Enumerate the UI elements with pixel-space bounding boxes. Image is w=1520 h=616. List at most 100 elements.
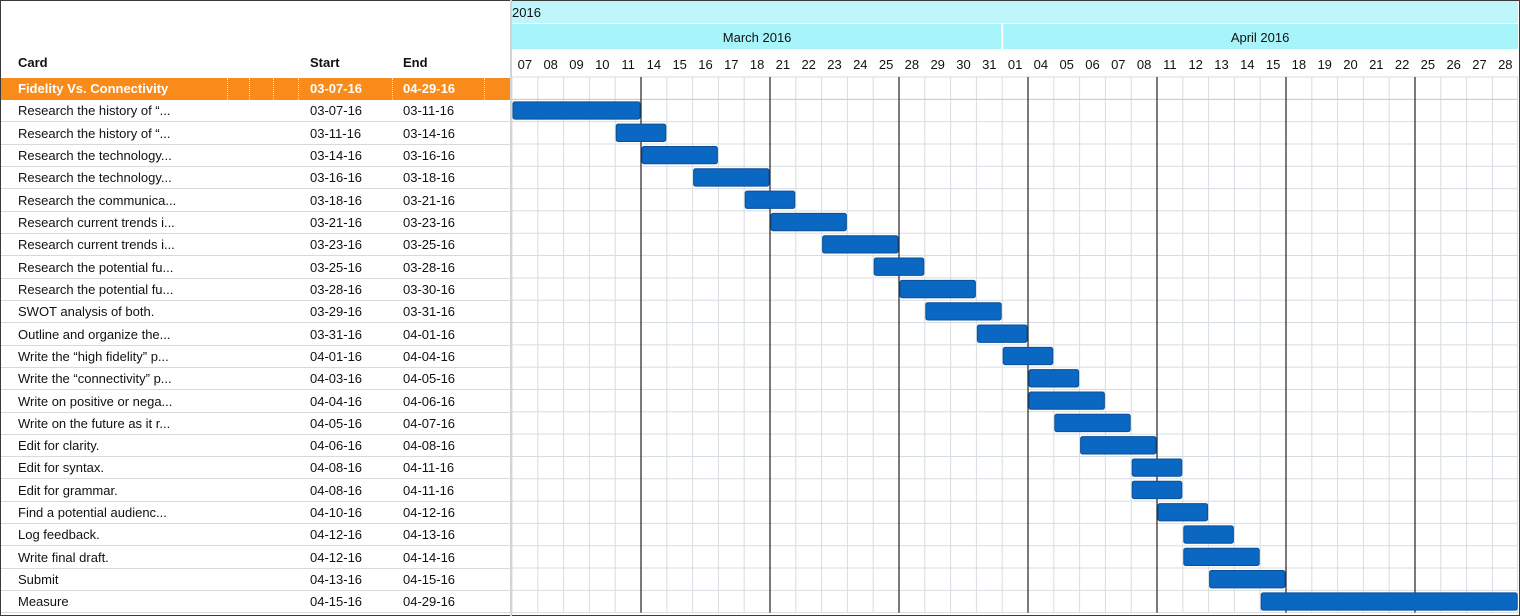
task-bar[interactable] bbox=[693, 168, 770, 187]
task-row[interactable]: Log feedback. 04-12-16 04-13-16 bbox=[1, 524, 510, 547]
task-row[interactable]: Submit 04-13-16 04-15-16 bbox=[1, 569, 510, 591]
day-label[interactable]: 18 bbox=[750, 57, 764, 72]
task-bar[interactable] bbox=[1131, 458, 1183, 477]
day-label[interactable]: 15 bbox=[672, 57, 686, 72]
task-row[interactable]: Edit for grammar. 04-08-16 04-11-16 bbox=[1, 480, 510, 502]
task-bar[interactable] bbox=[1183, 525, 1234, 544]
day-label[interactable]: 04 bbox=[1034, 57, 1048, 72]
month-label[interactable]: March 2016 bbox=[723, 30, 792, 45]
task-row[interactable]: Edit for syntax. 04-08-16 04-11-16 bbox=[1, 457, 510, 480]
task-bar[interactable] bbox=[1002, 346, 1054, 366]
day-label[interactable]: 16 bbox=[698, 57, 712, 72]
day-label[interactable]: 19 bbox=[1317, 57, 1331, 72]
task-row[interactable]: Research the communica... 03-18-16 03-21-1… bbox=[1, 190, 510, 212]
task-row[interactable]: Write final draft. 04-12-16 04-14-16 bbox=[1, 547, 510, 569]
day-label[interactable]: 26 bbox=[1446, 57, 1460, 72]
task-bar[interactable] bbox=[873, 257, 925, 276]
panel-divider[interactable] bbox=[510, 0, 512, 616]
task-row[interactable]: Research the potential fu... 03-25-16 03-2… bbox=[1, 257, 510, 279]
task-bar[interactable] bbox=[1131, 480, 1183, 500]
day-label[interactable]: 29 bbox=[930, 57, 944, 72]
day-label[interactable]: 20 bbox=[1343, 57, 1357, 72]
task-bar[interactable] bbox=[1209, 570, 1286, 589]
month-label[interactable]: April 2016 bbox=[1231, 30, 1290, 45]
day-label[interactable]: 07 bbox=[1111, 57, 1125, 72]
task-bar[interactable] bbox=[744, 190, 796, 209]
day-label[interactable]: 10 bbox=[595, 57, 609, 72]
task-bar[interactable] bbox=[641, 145, 718, 165]
task-bar[interactable] bbox=[1157, 503, 1209, 522]
day-label[interactable]: 14 bbox=[1240, 57, 1254, 72]
day-label[interactable]: 22 bbox=[801, 57, 815, 72]
day-label[interactable]: 28 bbox=[905, 57, 919, 72]
day-label[interactable]: 05 bbox=[1059, 57, 1073, 72]
day-label[interactable]: 11 bbox=[1163, 57, 1177, 72]
day-label[interactable]: 24 bbox=[853, 57, 867, 72]
task-name: Research current trends i... bbox=[18, 214, 175, 230]
task-name: Research the communica... bbox=[18, 192, 177, 208]
task-end: 04-04-16 bbox=[403, 348, 456, 364]
day-label[interactable]: 12 bbox=[1188, 57, 1202, 72]
task-bar[interactable] bbox=[1028, 369, 1080, 388]
task-bar[interactable] bbox=[615, 123, 667, 142]
task-bar[interactable] bbox=[822, 235, 899, 254]
day-label[interactable]: 21 bbox=[776, 57, 790, 72]
task-end: 03-31-16 bbox=[403, 304, 456, 320]
task-row[interactable]: Research the technology... 03-14-16 03-16-… bbox=[1, 145, 510, 167]
task-bar[interactable] bbox=[1028, 391, 1105, 410]
task-row[interactable]: Research current trends i... 03-21-16 03-2… bbox=[1, 212, 510, 234]
day-label[interactable]: 06 bbox=[1085, 57, 1099, 72]
day-label[interactable]: 01 bbox=[1008, 57, 1022, 72]
day-label[interactable]: 14 bbox=[647, 57, 661, 72]
task-bar[interactable] bbox=[1183, 547, 1260, 567]
day-label[interactable]: 21 bbox=[1369, 57, 1383, 72]
task-row[interactable]: Research the potential fu... 03-28-16 03-3… bbox=[1, 279, 510, 301]
task-row[interactable]: Research the technology... 03-16-16 03-18-… bbox=[1, 167, 510, 190]
day-label[interactable]: 11 bbox=[621, 57, 635, 72]
day-label[interactable]: 07 bbox=[518, 57, 532, 72]
task-row[interactable]: Write the “connectivity” p... 04-03-16 04-… bbox=[1, 368, 510, 391]
task-start: 03-29-16 bbox=[310, 304, 363, 320]
task-bar[interactable] bbox=[1054, 413, 1131, 433]
task-bar[interactable] bbox=[512, 101, 641, 120]
header-end[interactable]: End bbox=[403, 55, 428, 70]
task-bar[interactable] bbox=[770, 212, 847, 232]
task-bar[interactable] bbox=[1080, 436, 1157, 455]
task-row[interactable]: Edit for clarity. 04-06-16 04-08-16 bbox=[1, 435, 510, 458]
task-row[interactable]: SWOT analysis of both. 03-29-16 03-31-16 bbox=[1, 301, 510, 324]
task-row[interactable]: Write on positive or nega... 04-04-16 04-0… bbox=[1, 391, 510, 413]
task-row[interactable]: Write the “high fidelity” p... 04-01-16 04… bbox=[1, 346, 510, 368]
task-bar[interactable] bbox=[899, 279, 976, 299]
task-row[interactable]: Outline and organize the... 03-31-16 04-01… bbox=[1, 324, 510, 346]
header-start[interactable]: Start bbox=[310, 55, 340, 70]
day-label[interactable]: 13 bbox=[1214, 57, 1228, 72]
day-label[interactable]: 25 bbox=[1421, 57, 1435, 72]
day-label[interactable]: 23 bbox=[827, 57, 841, 72]
task-row[interactable]: Write on the future as it r... 04-05-16 04… bbox=[1, 413, 510, 435]
task-bar[interactable] bbox=[976, 324, 1028, 343]
day-label[interactable]: 22 bbox=[1395, 57, 1409, 72]
task-row[interactable]: Measure 04-15-16 04-29-16 bbox=[1, 591, 510, 614]
task-bar[interactable] bbox=[1260, 592, 1518, 611]
task-row[interactable]: Research the history of “... 03-11-16 03-1… bbox=[1, 123, 510, 145]
task-bar[interactable] bbox=[925, 302, 1002, 321]
day-label[interactable]: 09 bbox=[569, 57, 583, 72]
task-row-parent[interactable]: Fidelity Vs. Connectivity 03-07-16 04-29-1… bbox=[1, 78, 510, 100]
task-row[interactable]: Find a potential audienc... 04-10-16 04-12… bbox=[1, 502, 510, 525]
day-label[interactable]: 17 bbox=[724, 57, 738, 72]
day-label[interactable]: 15 bbox=[1266, 57, 1280, 72]
task-start: 03-23-16 bbox=[310, 237, 363, 253]
task-row[interactable]: Research the history of “... 03-07-16 03-1… bbox=[1, 100, 510, 123]
day-label[interactable]: 08 bbox=[1137, 57, 1151, 72]
day-label[interactable]: 18 bbox=[1292, 57, 1306, 72]
day-label[interactable]: 30 bbox=[956, 57, 970, 72]
header-card[interactable]: Card bbox=[18, 55, 48, 70]
day-label[interactable]: 25 bbox=[879, 57, 893, 72]
task-end: 03-23-16 bbox=[403, 214, 456, 230]
day-label[interactable]: 27 bbox=[1472, 57, 1486, 72]
task-row[interactable]: Research current trends i... 03-23-16 03-2… bbox=[1, 234, 510, 257]
cell-separator bbox=[298, 78, 299, 100]
day-label[interactable]: 28 bbox=[1498, 57, 1512, 72]
day-label[interactable]: 31 bbox=[982, 57, 996, 72]
day-label[interactable]: 08 bbox=[543, 57, 557, 72]
